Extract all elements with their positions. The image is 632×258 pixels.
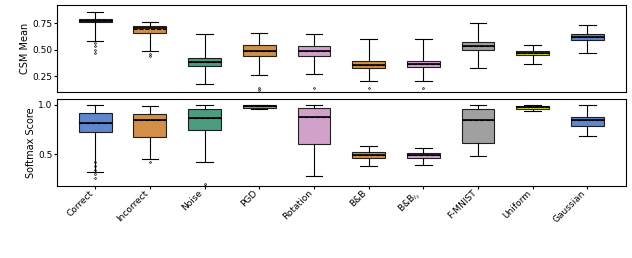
PathPatch shape <box>133 114 166 138</box>
PathPatch shape <box>516 51 549 55</box>
PathPatch shape <box>243 105 276 108</box>
PathPatch shape <box>352 61 385 68</box>
PathPatch shape <box>243 45 276 56</box>
PathPatch shape <box>571 117 604 126</box>
PathPatch shape <box>571 34 604 40</box>
PathPatch shape <box>516 106 549 109</box>
PathPatch shape <box>352 152 385 158</box>
Y-axis label: Softmax Score: Softmax Score <box>25 107 35 178</box>
PathPatch shape <box>298 108 331 144</box>
PathPatch shape <box>407 61 440 67</box>
PathPatch shape <box>188 58 221 66</box>
PathPatch shape <box>133 26 166 33</box>
PathPatch shape <box>407 153 440 158</box>
PathPatch shape <box>461 109 494 143</box>
PathPatch shape <box>461 42 494 50</box>
PathPatch shape <box>298 46 331 56</box>
PathPatch shape <box>188 109 221 130</box>
Y-axis label: CSM Mean: CSM Mean <box>20 23 30 74</box>
PathPatch shape <box>79 19 112 22</box>
PathPatch shape <box>79 113 112 132</box>
